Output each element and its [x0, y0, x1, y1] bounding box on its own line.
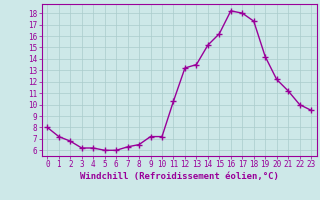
X-axis label: Windchill (Refroidissement éolien,°C): Windchill (Refroidissement éolien,°C)	[80, 172, 279, 181]
